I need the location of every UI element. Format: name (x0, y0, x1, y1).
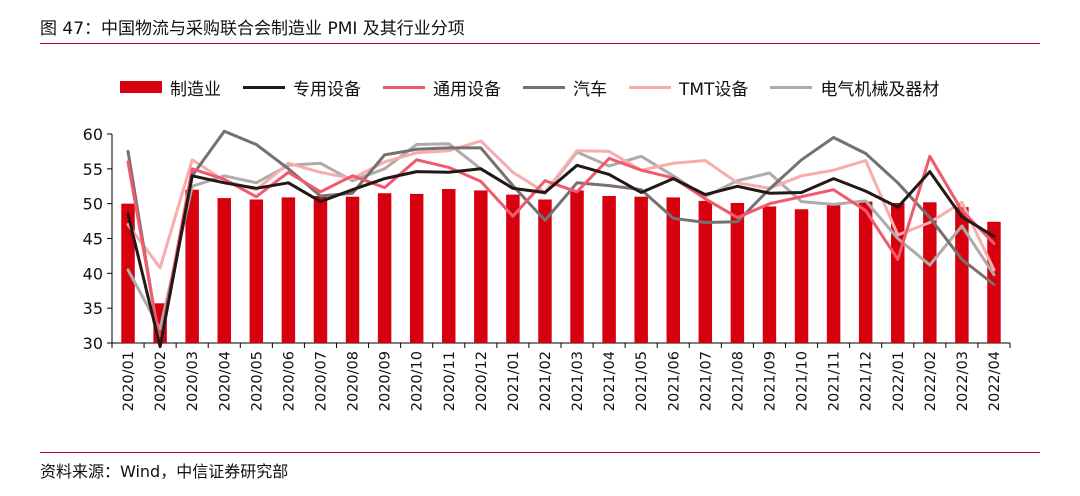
bar-manufacturing (826, 202, 841, 343)
series-line (126, 163, 996, 348)
legend-item: 通用设备 (383, 75, 501, 100)
bar-manufacturing (506, 194, 520, 343)
legend-item: TMT设备 (629, 75, 748, 100)
x-tick-label: 2020/10 (410, 351, 426, 411)
bar-manufacturing (923, 202, 937, 343)
y-tick-label: 45 (83, 230, 103, 249)
bar-manufacturing (281, 197, 296, 343)
legend-label: 汽车 (573, 79, 607, 100)
y-tick-label: 30 (83, 334, 103, 353)
y-tick-label: 55 (83, 160, 103, 179)
x-tick-label: 2020/11 (442, 351, 458, 411)
bar-manufacturing (409, 193, 424, 343)
bar-manufacturing (891, 202, 905, 343)
x-tick-label: 2021/11 (827, 351, 843, 411)
legend-item: 电气机械及器材 (770, 75, 939, 100)
legend-item: 制造业 (120, 75, 221, 100)
bar-manufacturing (730, 202, 745, 343)
x-tick-label: 2020/09 (378, 351, 394, 411)
bar-manufacturing (538, 199, 552, 343)
x-tick-label: 2021/02 (538, 351, 554, 411)
x-tick-label: 2022/01 (891, 351, 907, 411)
bar-manufacturing (666, 197, 680, 343)
bar-manufacturing (794, 209, 809, 343)
x-tick-label: 2021/12 (859, 351, 875, 411)
x-tick-label: 2022/04 (987, 351, 1003, 411)
x-tick-label: 2021/06 (666, 351, 682, 411)
x-tick-label: 2021/01 (506, 351, 522, 411)
x-tick-label: 2020/05 (249, 351, 265, 411)
x-tick-label: 2021/04 (602, 351, 618, 411)
legend-swatch (523, 85, 565, 89)
x-tick-label: 2021/07 (698, 351, 714, 411)
legend-swatch (243, 85, 285, 89)
x-tick-label: 2021/03 (570, 351, 586, 411)
x-tick-label: 2021/08 (730, 351, 746, 411)
legend-item: 汽车 (523, 75, 607, 100)
y-tick-label: 50 (83, 195, 103, 214)
legend-swatch (120, 81, 162, 93)
source-divider (40, 452, 1040, 453)
source-note: 资料来源：Wind，中信证券研究部 (40, 462, 289, 481)
legend-swatch (770, 85, 813, 89)
x-tick-label: 2020/04 (217, 351, 233, 411)
x-tick-label: 2021/10 (795, 351, 811, 411)
series-line (126, 129, 996, 348)
bar-manufacturing (634, 196, 648, 343)
figure-title-bar: 图 47：中国物流与采购联合会制造业 PMI 及其行业分项 (40, 14, 1040, 44)
legend-swatch (629, 85, 671, 89)
x-tick-label: 2021/09 (762, 351, 778, 411)
x-tick-label: 2020/01 (121, 351, 137, 411)
legend-label: 通用设备 (433, 79, 501, 100)
legend-label: TMT设备 (679, 79, 749, 100)
bar-manufacturing (345, 196, 360, 343)
y-tick-label: 60 (83, 125, 103, 144)
title-divider (40, 43, 1040, 44)
x-tick-label: 2020/08 (346, 351, 362, 411)
bar-manufacturing (987, 221, 1001, 343)
bar-manufacturing (602, 196, 616, 343)
bar-manufacturing (442, 189, 456, 343)
series-line (126, 139, 996, 272)
x-tick-label: 2022/02 (923, 351, 939, 411)
bar-manufacturing (217, 198, 231, 343)
x-tick-label: 2020/06 (281, 351, 297, 411)
legend-label: 电气机械及器材 (820, 79, 940, 100)
x-tick-label: 2020/07 (313, 351, 329, 411)
x-tick-label: 2022/03 (955, 351, 971, 411)
figure-title: 图 47：中国物流与采购联合会制造业 PMI 及其行业分项 (40, 19, 465, 39)
bar-manufacturing (377, 193, 392, 343)
bar-manufacturing (762, 206, 777, 343)
bar-manufacturing (474, 190, 488, 343)
y-tick-label: 40 (83, 264, 103, 283)
bar-manufacturing (313, 196, 328, 343)
bar-manufacturing (955, 207, 969, 343)
legend-item: 专用设备 (243, 75, 361, 100)
bar-manufacturing (249, 199, 264, 343)
x-tick-label: 2021/05 (634, 351, 650, 411)
legend-label: 专用设备 (293, 79, 361, 100)
bar-manufacturing (570, 190, 584, 343)
bar-manufacturing (121, 203, 135, 343)
x-tick-label: 2020/02 (153, 351, 169, 411)
x-tick-label: 2020/03 (185, 351, 201, 411)
bar-manufacturing (698, 200, 713, 343)
bar-manufacturing (858, 201, 873, 343)
bar-manufacturing (185, 189, 199, 343)
x-tick-label: 2020/12 (474, 351, 490, 411)
legend-swatch (383, 85, 425, 89)
y-tick-label: 35 (83, 299, 103, 318)
chart-legend: 制造业 专用设备 通用设备 汽车 TMT设备 电气机械及器材 (120, 72, 961, 102)
legend-label: 制造业 (170, 79, 221, 100)
